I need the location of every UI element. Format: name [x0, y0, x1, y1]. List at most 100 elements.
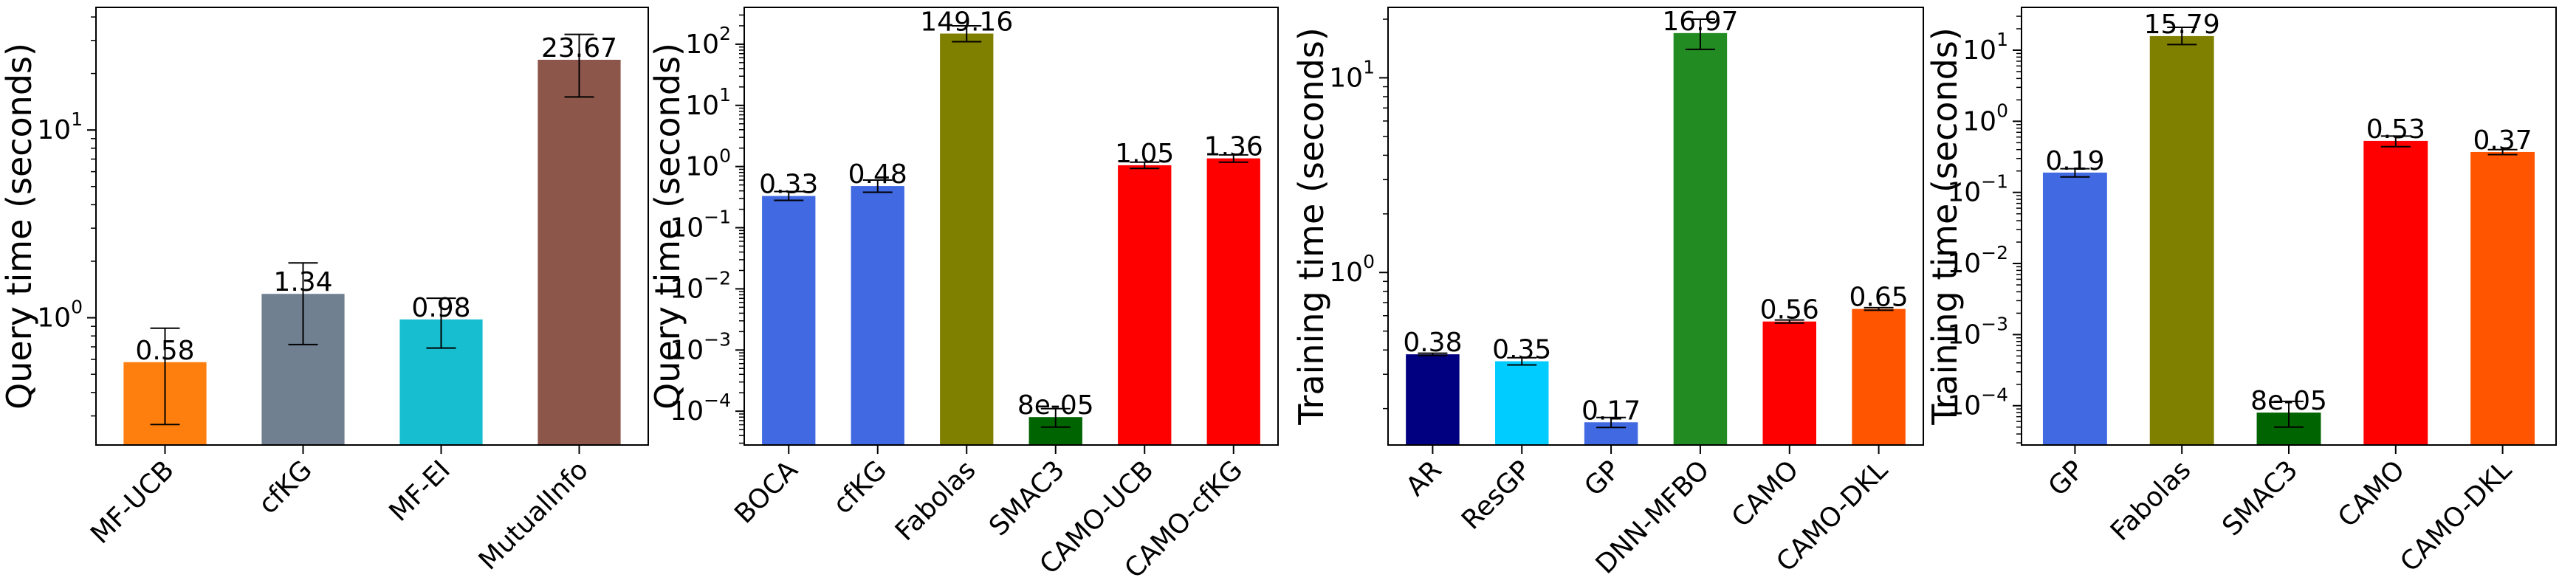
plot-frame	[2021, 7, 2557, 446]
y-tick-mantissa: 10	[670, 335, 704, 365]
bar-camo	[1762, 321, 1816, 445]
data-label: 1.34	[273, 267, 332, 297]
plot-frame	[95, 7, 649, 446]
y-tick-mantissa: 10	[670, 396, 704, 427]
bar-fabolas	[2149, 35, 2214, 445]
y-tick-mantissa: 10	[1947, 249, 1981, 279]
y-tick-mantissa: 10	[1962, 35, 1996, 66]
y-tick-exponent: 1	[1363, 56, 1375, 77]
y-tick-exponent: −1	[1981, 171, 2008, 193]
y-tick-mantissa: 10	[685, 91, 719, 121]
y-tick-label: 101	[685, 84, 731, 121]
y-tick-label: 10−1	[670, 207, 731, 244]
data-label: 0.35	[1492, 335, 1551, 365]
data-label: 0.65	[1849, 283, 1909, 313]
bar-dnn-mfbo	[1673, 32, 1728, 446]
data-label: 0.53	[2366, 114, 2425, 145]
data-label: 8e-05	[1017, 390, 1094, 421]
y-tick-label: 102	[685, 23, 731, 60]
y-tick-exponent: −4	[1981, 384, 2008, 406]
x-tick-label: AR	[1401, 455, 1448, 502]
y-tick-mantissa: 10	[37, 115, 71, 145]
y-tick-label: 100	[1329, 251, 1375, 288]
y-tick-mantissa: 10	[1962, 106, 1996, 137]
y-tick-mantissa: 10	[1329, 258, 1363, 288]
y-axis-label: Training time (seconds)	[1291, 27, 1331, 426]
bar-fabolas	[940, 33, 994, 445]
x-tick-label: cfKG	[828, 455, 893, 520]
x-tick-label: CAMO	[2332, 455, 2411, 533]
plot-frame	[743, 7, 1279, 446]
y-axis-label: Query time (seconds)	[648, 43, 687, 410]
y-tick-label: 10−2	[670, 267, 731, 304]
bar-mutualinfo	[537, 59, 621, 446]
y-tick-label: 10−2	[1947, 242, 2008, 279]
y-tick-mantissa: 10	[37, 303, 71, 334]
y-tick-exponent: −2	[704, 267, 731, 289]
y-tick-label: 10−3	[1947, 313, 2008, 350]
x-tick-label: cfKG	[253, 455, 317, 520]
data-label: 1.05	[1115, 139, 1174, 169]
y-tick-mantissa: 10	[685, 30, 719, 60]
data-label: 0.48	[848, 159, 907, 190]
x-tick-label: MF-UCB	[85, 455, 180, 550]
bar-camo	[2363, 140, 2428, 445]
bar-boca	[762, 196, 816, 445]
y-tick-exponent: 2	[719, 23, 731, 44]
x-tick-label: GP	[1579, 455, 1626, 502]
data-label: 8e-05	[2250, 386, 2327, 416]
data-label: 16.97	[1662, 7, 1738, 37]
data-label: 0.98	[411, 293, 470, 323]
x-tick-label: BOCA	[729, 455, 803, 529]
y-tick-exponent: 1	[719, 84, 731, 106]
bar-cfkg	[851, 186, 904, 445]
data-label: 149.16	[920, 7, 1013, 38]
x-tick-label: CAMO-DKL	[2394, 455, 2518, 578]
y-tick-label: 100	[1962, 100, 2008, 137]
x-tick-label: MutualInfo	[473, 455, 594, 576]
plot-frame	[1387, 7, 1924, 446]
x-tick-label: Fabolas	[890, 455, 982, 547]
x-tick-label: SMAC3	[2216, 455, 2304, 542]
y-tick-exponent: −3	[704, 328, 731, 350]
y-tick-exponent: −1	[704, 207, 731, 228]
bar-camo-cfkg	[1206, 158, 1260, 446]
data-label: 15.79	[2144, 10, 2220, 40]
bar-ar	[1406, 354, 1460, 445]
y-tick-mantissa: 10	[1947, 391, 1981, 421]
y-tick-mantissa: 10	[1947, 178, 1981, 208]
y-tick-exponent: 0	[71, 297, 83, 318]
y-tick-label: 101	[37, 108, 83, 145]
x-tick-label: SMAC3	[983, 455, 1071, 542]
y-tick-label: 10−1	[1947, 171, 2008, 208]
y-tick-label: 101	[1329, 56, 1375, 93]
y-tick-label: 10−4	[1947, 384, 2008, 421]
y-axis-label: Training time (seconds)	[1925, 27, 1965, 426]
x-tick-label: CAMO	[1726, 455, 1804, 533]
y-tick-mantissa: 10	[670, 274, 704, 304]
y-tick-exponent: 1	[1996, 29, 2008, 50]
y-tick-exponent: −2	[1981, 242, 2008, 263]
data-label: 1.36	[1204, 132, 1263, 162]
x-tick-label: MF-EI	[383, 455, 456, 527]
y-tick-exponent: 0	[1996, 100, 2008, 121]
x-tick-label: Fabolas	[2105, 455, 2197, 547]
data-label: 0.38	[1403, 328, 1462, 358]
bar-camo-dkl	[1852, 308, 1906, 445]
y-tick-mantissa: 10	[1329, 63, 1363, 93]
data-label: 0.17	[1581, 396, 1641, 426]
y-tick-label: 10−3	[670, 328, 731, 365]
y-tick-exponent: −4	[704, 390, 731, 411]
y-tick-mantissa: 10	[1947, 320, 1981, 350]
y-tick-label: 100	[685, 145, 731, 182]
data-label: 0.58	[135, 336, 194, 366]
bar-camo-ucb	[1118, 165, 1172, 445]
y-tick-exponent: 0	[719, 145, 731, 167]
data-label: 0.56	[1760, 295, 1819, 325]
x-tick-label: ResGP	[1456, 455, 1537, 536]
y-tick-exponent: 0	[1363, 251, 1375, 272]
y-tick-exponent: −3	[1981, 313, 2008, 334]
